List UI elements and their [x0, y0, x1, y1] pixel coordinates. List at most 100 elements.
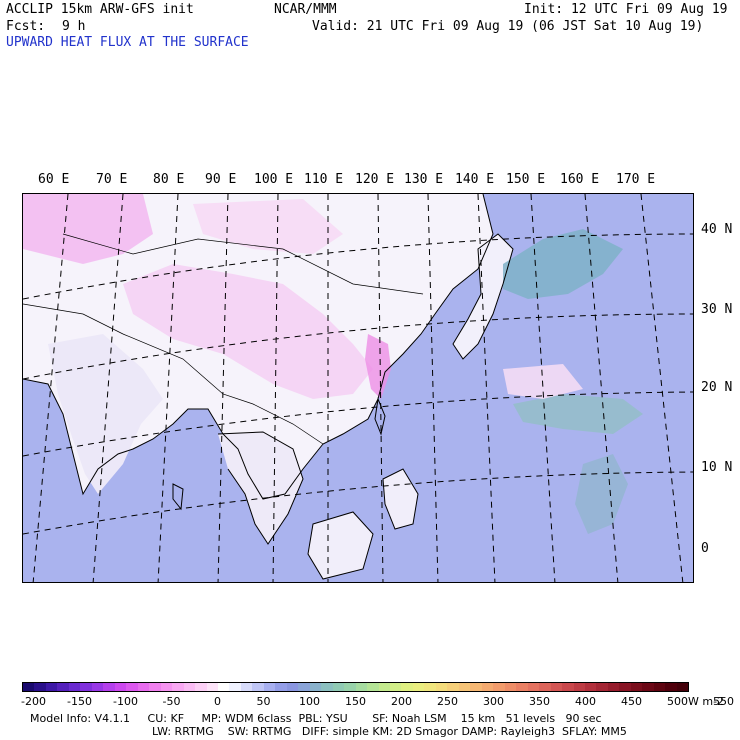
colorbar-swatch — [91, 683, 104, 691]
colorbar-swatch — [481, 683, 494, 691]
colorbar-swatch — [596, 683, 608, 691]
field-title: UPWARD HEAT FLUX AT THE SURFACE — [6, 35, 249, 50]
colorbar-swatch — [240, 683, 253, 691]
colorbar-swatch — [68, 683, 81, 691]
lon-label-160e: 160 E — [560, 172, 600, 187]
colorbar-swatch — [619, 683, 631, 691]
colorbar-swatch — [309, 683, 322, 691]
colorbar-tick-label: -100 — [113, 695, 138, 708]
header-valid: Valid: 21 UTC Fri 09 Aug 19 (06 JST Sat … — [312, 19, 704, 34]
colorbar-tick-label: 500 — [667, 695, 688, 708]
colorbar-swatch — [137, 683, 150, 691]
colorbar-tick-label: 100 — [299, 695, 320, 708]
colorbar-swatch — [183, 683, 196, 691]
header-org: NCAR/MMM — [274, 2, 337, 17]
colorbar-swatch — [172, 683, 184, 691]
colorbar-swatch — [263, 683, 276, 691]
colorbar-tick-label: -200 — [21, 695, 46, 708]
colorbar-swatch — [217, 683, 230, 691]
colorbar-swatch — [470, 683, 482, 691]
lon-label-110e: 110 E — [304, 172, 344, 187]
colorbar-swatch — [653, 683, 666, 691]
colorbar-tick-label: -50 — [162, 695, 181, 708]
colorbar-swatch — [160, 683, 173, 691]
colorbar-swatch — [390, 683, 402, 691]
lon-label-140e: 140 E — [455, 172, 495, 187]
colorbar-tick-label: 450 — [621, 695, 642, 708]
colorbar-swatch — [45, 683, 58, 691]
coastlines — [23, 194, 514, 580]
header-fcst-label: Fcst: — [6, 19, 46, 34]
colorbar-swatch — [355, 683, 368, 691]
colorbar-swatch — [57, 683, 69, 691]
colorbar-swatch — [527, 683, 540, 691]
graticule — [23, 194, 693, 582]
colorbar-swatch — [607, 683, 620, 691]
flux-region-tibet — [123, 264, 373, 399]
colorbar-tick-label: -150 — [67, 695, 92, 708]
lon-label-150e: 150 E — [506, 172, 546, 187]
flux-region-pacific-east — [513, 394, 643, 434]
colorbar-swatch — [286, 683, 299, 691]
colorbar-swatch — [195, 683, 207, 691]
footer-physics-info: LW: RRTMG SW: RRTMG DIFF: simple KM: 2D … — [152, 725, 627, 738]
flux-region-kuroshio — [503, 229, 623, 299]
colorbar-swatch — [114, 683, 127, 691]
flux-region-central-asia — [23, 194, 153, 264]
lat-label-30n: 30 N — [701, 302, 733, 317]
country-borders — [23, 233, 424, 445]
colorbar-swatch — [539, 683, 551, 691]
colorbar-swatch — [401, 683, 413, 691]
colorbar-swatch — [584, 683, 597, 691]
flux-region-mongolia — [193, 199, 343, 254]
colorbar-swatch — [458, 683, 471, 691]
lon-label-60e: 60 E — [38, 172, 70, 187]
colorbar-swatch — [665, 683, 677, 691]
colorbar-swatch — [447, 683, 459, 691]
colorbar-swatch — [34, 683, 46, 691]
colorbar-swatch — [229, 683, 241, 691]
heat-flux-map — [22, 193, 694, 583]
colorbar-swatch — [435, 683, 448, 691]
colorbar-swatch — [378, 683, 390, 691]
colorbar-tick-label: 400 — [575, 695, 596, 708]
header-model: ACCLIP 15km ARW-GFS init — [6, 2, 194, 17]
lon-label-90e: 90 E — [205, 172, 237, 187]
colorbar-swatch — [424, 683, 436, 691]
lon-label-70e: 70 E — [96, 172, 128, 187]
flux-region-east-china — [365, 334, 391, 399]
colorbar-tick-label: 50 — [256, 695, 271, 708]
land-region-india — [48, 334, 163, 494]
header-fcst-value: 9 h — [62, 19, 86, 34]
colorbar-tick-label: 550 — [713, 695, 734, 708]
colorbar-swatch — [321, 683, 333, 691]
header-init: Init: 12 UTC Fri 09 Aug 19 — [524, 2, 728, 17]
colorbar-swatch — [344, 683, 356, 691]
colorbar-swatch — [206, 683, 218, 691]
colorbar-swatch — [412, 683, 425, 691]
footer-model-info: Model Info: V4.1.1 CU: KF MP: WDM 6class… — [30, 712, 602, 725]
land-region-borneo — [308, 512, 373, 579]
colorbar-tick-label: 350 — [529, 695, 550, 708]
map-canvas — [23, 194, 693, 582]
lon-label-100e: 100 E — [254, 172, 294, 187]
colorbar-swatch — [504, 683, 517, 691]
colorbar-swatch — [642, 683, 654, 691]
land-region-japan — [453, 234, 513, 359]
lat-label-0: 0 — [701, 541, 709, 556]
colorbar-swatch — [562, 683, 574, 691]
colorbar-swatch — [126, 683, 138, 691]
lat-label-20n: 20 N — [701, 380, 733, 395]
lon-label-80e: 80 E — [153, 172, 185, 187]
colorbar-swatch — [676, 683, 689, 691]
colorbar-swatch — [367, 683, 379, 691]
colorbar-swatch — [573, 683, 585, 691]
colorbar-tick-label: 0 — [214, 695, 221, 708]
colorbar-swatch — [103, 683, 115, 691]
flux-region-pacific-south — [575, 454, 628, 534]
colorbar-unit: W m-2 — [688, 695, 725, 708]
colorbar-tick-label: 300 — [483, 695, 504, 708]
lat-label-10n: 10 N — [701, 460, 733, 475]
colorbar-swatch — [298, 683, 310, 691]
colorbar-swatch — [493, 683, 505, 691]
